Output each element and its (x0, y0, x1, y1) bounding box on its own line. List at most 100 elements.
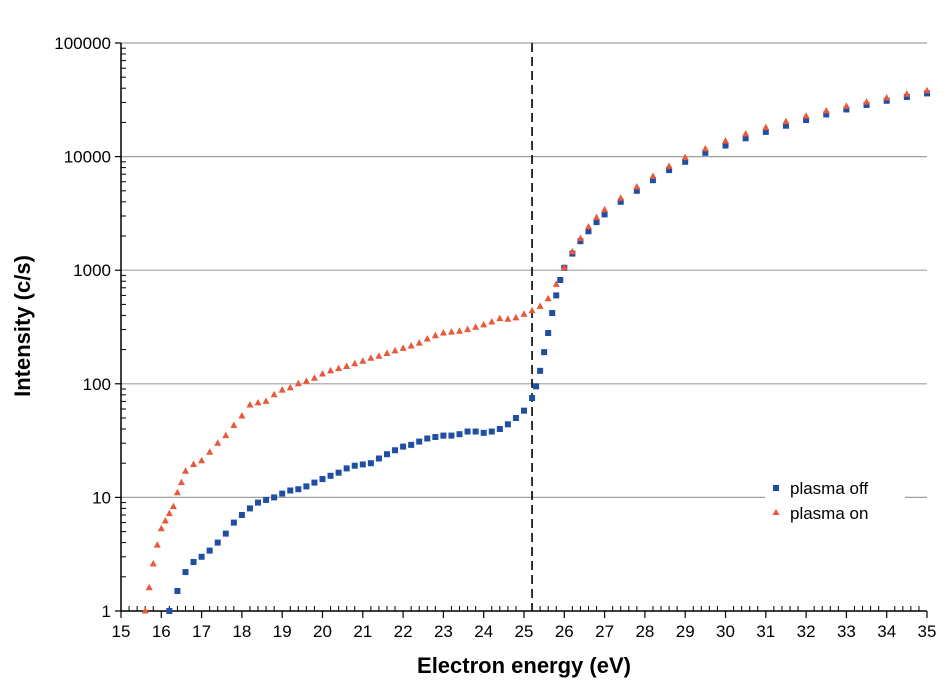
data-point-plasma-on (343, 362, 351, 370)
data-point-plasma-off (295, 486, 302, 493)
x-tick-label-23: 23 (434, 622, 453, 641)
data-point-plasma-on (903, 90, 911, 97)
data-point-plasma-off (359, 461, 366, 468)
data-point-plasma-on (488, 317, 496, 325)
data-point-plasma-on (270, 390, 278, 398)
data-point-plasma-on (141, 607, 149, 614)
data-point-plasma-off (601, 211, 608, 218)
data-point-plasma-off (496, 426, 503, 433)
data-point-plasma-on (782, 117, 790, 125)
data-point-plasma-on (863, 98, 871, 105)
x-tick-labels: 15 16 17 18 19 20 21 22 23 24 25 26 27 28 29 30 31 32 33 34… (112, 622, 937, 641)
data-point-plasma-on (173, 488, 181, 496)
x-tick-label-30: 30 (716, 622, 735, 641)
x-tick-label-26: 26 (555, 622, 574, 641)
data-point-plasma-on (169, 502, 177, 510)
data-point-plasma-on (439, 329, 447, 336)
data-point-plasma-off (649, 177, 656, 184)
data-point-plasma-on (149, 559, 157, 567)
data-point-plasma-on (198, 456, 206, 464)
data-point-plasma-off (424, 435, 431, 442)
series-plasma-off (166, 90, 930, 614)
data-point-plasma-off (537, 367, 544, 374)
data-point-plasma-off (416, 438, 423, 445)
data-point-plasma-off (190, 558, 197, 565)
data-point-plasma-off (903, 93, 910, 100)
data-point-plasma-on (383, 349, 391, 356)
legend: plasma off plasma on (765, 474, 905, 530)
data-point-plasma-off (222, 530, 229, 537)
data-point-plasma-off (480, 429, 487, 436)
data-point-plasma-on (359, 357, 367, 364)
data-point-plasma-on (238, 412, 246, 419)
data-point-plasma-on (681, 153, 689, 161)
data-point-plasma-on (568, 247, 576, 255)
x-tick-label-35: 35 (918, 622, 937, 641)
data-point-plasma-off (863, 101, 870, 108)
data-point-plasma-on (262, 397, 270, 404)
data-point-plasma-on (310, 374, 318, 381)
data-point-plasma-on (456, 327, 464, 334)
data-point-plasma-on (762, 123, 770, 131)
data-point-plasma-off (343, 465, 350, 472)
data-point-plasma-off (549, 309, 556, 316)
data-point-plasma-off (504, 421, 511, 428)
x-axis-title: Electron energy (eV) (417, 653, 631, 678)
data-point-plasma-on (407, 342, 415, 349)
data-point-plasma-on (190, 460, 198, 467)
data-point-plasma-on (230, 421, 238, 428)
x-tick-label-17: 17 (192, 622, 211, 641)
data-point-plasma-on (544, 294, 552, 302)
x-tick-label-34: 34 (877, 622, 896, 641)
data-point-plasma-off (279, 490, 286, 497)
data-point-plasma-off (198, 553, 205, 560)
data-point-plasma-on (181, 467, 189, 474)
data-point-plasma-off (593, 219, 600, 226)
data-point-plasma-on (246, 401, 254, 408)
data-point-plasma-off (319, 476, 326, 483)
data-point-plasma-off (166, 608, 173, 614)
data-point-plasma-on (391, 346, 399, 354)
data-point-plasma-on (294, 379, 302, 387)
data-point-plasma-on (335, 364, 343, 372)
x-tick-label-33: 33 (837, 622, 856, 641)
data-point-plasma-on (742, 130, 750, 137)
data-point-plasma-off (577, 238, 584, 245)
data-series (141, 86, 931, 614)
data-point-plasma-off (545, 330, 552, 337)
legend-marker-plasma-on (772, 509, 780, 515)
data-point-plasma-on (447, 328, 455, 335)
data-point-plasma-off (392, 447, 399, 454)
data-point-plasma-off (512, 414, 519, 421)
data-point-plasma-off (287, 487, 294, 494)
data-point-plasma-off (666, 167, 673, 174)
data-point-plasma-off (408, 441, 415, 448)
data-point-plasma-on (883, 93, 891, 101)
data-point-plasma-on (222, 431, 230, 439)
x-tick-label-16: 16 (152, 622, 171, 641)
data-point-plasma-off (742, 135, 749, 142)
x-tick-label-19: 19 (273, 622, 292, 641)
data-point-plasma-on (351, 359, 359, 367)
data-point-plasma-off (440, 432, 447, 439)
y-tick-label-10000: 10000 (64, 148, 111, 167)
x-tick-label-31: 31 (756, 622, 775, 641)
data-point-plasma-on (286, 383, 294, 391)
data-point-plasma-on (701, 144, 709, 152)
x-tick-label-32: 32 (797, 622, 816, 641)
data-point-plasma-off (843, 106, 850, 113)
data-point-plasma-off (521, 407, 527, 414)
data-point-plasma-on (214, 439, 222, 446)
data-point-plasma-off (553, 292, 560, 299)
axes (115, 42, 928, 618)
data-point-plasma-off (335, 469, 342, 476)
x-tick-label-22: 22 (394, 622, 413, 641)
x-tick-label-21: 21 (353, 622, 372, 641)
data-point-plasma-off (351, 462, 358, 469)
data-point-plasma-off (206, 547, 213, 554)
data-point-plasma-off (383, 451, 390, 458)
data-point-plasma-off (557, 276, 564, 283)
data-point-plasma-on (145, 583, 153, 591)
x-tick-label-25: 25 (515, 622, 534, 641)
x-tick-label-20: 20 (313, 622, 332, 641)
